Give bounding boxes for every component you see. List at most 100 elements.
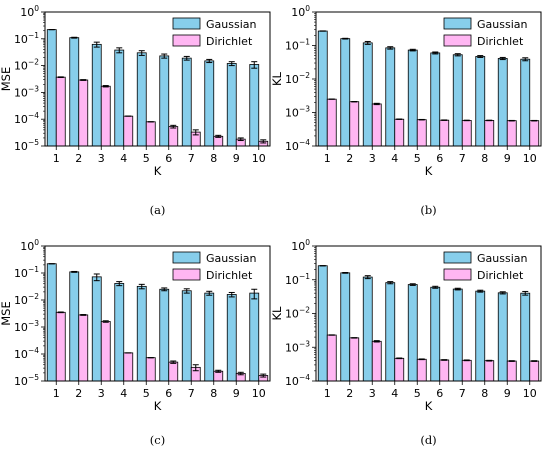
errorbar-dirichlet-k9 — [508, 119, 515, 122]
errorbar-dirichlet-k7 — [192, 364, 199, 372]
bar-gaussian-k8 — [204, 60, 215, 147]
errorbar-gaussian-k6 — [432, 51, 439, 55]
errorbar-dirichlet-k10 — [531, 360, 538, 362]
y-tick-label: 10−1 — [14, 265, 39, 280]
errorbar-dirichlet-k7 — [192, 129, 199, 136]
errorbar-gaussian-k3 — [93, 41, 100, 48]
chart-panel-3: 10−5 10−4 10−3 10−2 10−1 100 1 2 3 4 5 6 7 8 9 10 K MSE Ga… — [0, 238, 271, 447]
errorbar-dirichlet-k10 — [531, 119, 538, 122]
legend-label-dirichlet: Dirichlet — [477, 269, 524, 282]
errorbar-dirichlet-k2 — [80, 314, 87, 316]
legend-label-gaussian: Gaussian — [477, 252, 527, 265]
errorbar-gaussian-k4 — [116, 47, 123, 54]
bar-gaussian-k1 — [46, 29, 57, 147]
bar-gaussian-k9 — [226, 294, 237, 382]
bar-dirichlet-k3 — [100, 85, 111, 147]
errorbar-gaussian-k2 — [342, 272, 349, 274]
bar-gaussian-k6 — [430, 286, 441, 382]
x-tick-label: 8 — [481, 387, 488, 400]
x-tick-label: 4 — [120, 387, 127, 400]
plot-frame — [44, 11, 271, 147]
errorbar-dirichlet-k1 — [57, 76, 64, 78]
errorbar-dirichlet-k1 — [57, 311, 64, 314]
bar-dirichlet-k3 — [371, 103, 382, 147]
errorbar-gaussian-k4 — [116, 281, 123, 287]
bar-dirichlet-k5 — [145, 357, 156, 382]
errorbar-gaussian-k9 — [228, 61, 235, 67]
bar-gaussian-k3 — [91, 43, 102, 147]
errorbar-dirichlet-k8 — [486, 359, 493, 362]
x-tick-label: 6 — [436, 152, 443, 165]
bar-gaussian-k5 — [136, 285, 147, 382]
bar-gaussian-k2 — [69, 271, 80, 382]
bar-dirichlet-k4 — [394, 118, 405, 147]
errorbar-gaussian-k2 — [71, 36, 78, 39]
x-tick-label: 3 — [369, 152, 376, 165]
errorbar-dirichlet-k6 — [441, 359, 448, 361]
bar-dirichlet-k6 — [168, 361, 179, 382]
errorbar-gaussian-k7 — [454, 287, 461, 291]
bar-gaussian-k10 — [249, 64, 260, 147]
bar-gaussian-k1 — [317, 30, 328, 147]
x-tick-label: 3 — [98, 387, 105, 400]
errorbar-gaussian-k9 — [499, 56, 506, 61]
bar-dirichlet-k10 — [529, 120, 540, 147]
x-tick-label: 2 — [75, 387, 82, 400]
errorbar-dirichlet-k3 — [102, 85, 109, 88]
bar-gaussian-k9 — [226, 63, 237, 147]
bar-gaussian-k7 — [181, 290, 192, 382]
y-tick-label: 10−3 — [14, 84, 39, 99]
y-axis-label: KL — [270, 306, 284, 321]
x-tick-label: 10 — [252, 152, 266, 165]
bar-dirichlet-k5 — [416, 358, 427, 382]
bar-dirichlet-k4 — [123, 115, 134, 147]
bar-gaussian-k4 — [114, 283, 125, 382]
errorbar-dirichlet-k6 — [170, 124, 177, 129]
legend-swatch-gaussian — [172, 251, 201, 264]
x-axis-label: K — [425, 399, 433, 413]
errorbar-gaussian-k10 — [522, 290, 529, 296]
errorbar-gaussian-k10 — [251, 61, 258, 69]
x-tick-label: 9 — [504, 152, 511, 165]
errorbar-gaussian-k3 — [364, 40, 371, 45]
errorbar-gaussian-k7 — [183, 55, 190, 61]
y-axis-label: MSE — [0, 301, 13, 326]
legend-swatch-gaussian — [172, 17, 201, 30]
bar-gaussian-k7 — [452, 54, 463, 147]
bar-gaussian-k5 — [407, 49, 418, 147]
x-tick-label: 8 — [210, 152, 217, 165]
errorbar-gaussian-k9 — [499, 291, 506, 295]
bar-gaussian-k6 — [159, 288, 170, 382]
errorbar-gaussian-k8 — [477, 55, 484, 58]
bar-gaussian-k9 — [497, 292, 508, 382]
panel-caption: (d) — [420, 433, 436, 447]
panel-caption: (c) — [150, 433, 165, 447]
y-tick-label: 10−2 — [14, 58, 39, 73]
bar-gaussian-k10 — [520, 292, 531, 382]
errorbar-gaussian-k4 — [387, 281, 394, 285]
errorbar-gaussian-k3 — [364, 275, 371, 280]
legend-swatch-gaussian — [443, 251, 472, 264]
bar-dirichlet-k3 — [100, 321, 111, 382]
bar-dirichlet-k1 — [55, 76, 66, 147]
bar-dirichlet-k10 — [529, 360, 540, 382]
bar-dirichlet-k2 — [349, 337, 360, 382]
bar-dirichlet-k4 — [123, 352, 134, 382]
legend-label-dirichlet: Dirichlet — [477, 35, 524, 48]
bar-dirichlet-k6 — [439, 119, 450, 147]
bar-dirichlet-k1 — [326, 334, 337, 382]
x-tick-label: 4 — [120, 152, 127, 165]
chart-panel-4: 10−4 10−3 10−2 10−1 100 1 2 3 4 5 6 7 8 9 10 K KL Gaussia… — [270, 238, 542, 447]
y-tick-label: 10−2 — [285, 71, 310, 86]
errorbar-gaussian-k2 — [71, 270, 78, 273]
x-tick-label: 1 — [324, 387, 331, 400]
errorbar-dirichlet-k3 — [373, 340, 380, 343]
y-tick-label: 10−3 — [285, 105, 310, 120]
bar-gaussian-k2 — [69, 37, 80, 147]
y-tick-label: 10−3 — [285, 339, 310, 354]
bar-dirichlet-k7 — [461, 120, 472, 147]
x-axis-label: K — [154, 399, 162, 413]
bar-gaussian-k6 — [159, 55, 170, 147]
x-tick-label: 1 — [53, 152, 60, 165]
